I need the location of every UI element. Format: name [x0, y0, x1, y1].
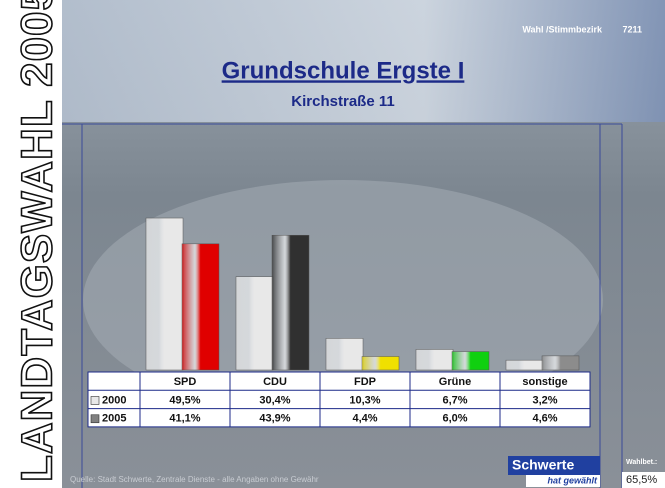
value-label: 10,3% [349, 394, 380, 406]
turnout-label: Wahlbet.: [626, 459, 657, 466]
legend-label: 2000 [102, 394, 126, 406]
table [88, 372, 590, 427]
turnout: 65,5% [626, 474, 657, 486]
bar [542, 356, 579, 370]
value-label: 6,0% [442, 413, 467, 425]
value-label: 41,1% [169, 413, 200, 425]
value-label: 4,4% [352, 413, 377, 425]
legend-swatch [91, 396, 99, 404]
legend-label: 2005 [102, 413, 126, 425]
bar [452, 352, 489, 370]
legend-swatch [91, 415, 99, 423]
subtitle: Kirchstraße 11 [291, 93, 394, 110]
bar [326, 338, 363, 370]
bar [182, 244, 219, 370]
brand: Schwerte [512, 457, 574, 473]
value-label: 30,4% [259, 394, 290, 406]
bar [362, 356, 399, 370]
category-label: sonstige [522, 376, 567, 388]
value-label: 6,7% [442, 394, 467, 406]
chart: LANDTAGSWAHL 2005 Wahl /Stimmbezirk 7211… [0, 0, 665, 488]
source: Quelle: Stadt Schwerte, Zentrale Dienste… [70, 475, 319, 484]
district: 7211 [622, 24, 642, 34]
value-label: 49,5% [169, 394, 200, 406]
side-title: LANDTAGSWAHL 2005 [13, 0, 62, 482]
value-label: 43,9% [259, 413, 290, 425]
brand-sub: hat gewählt [547, 475, 598, 485]
category-label: FDP [354, 376, 376, 388]
header: Wahl /Stimmbezirk [522, 24, 603, 34]
category-label: CDU [263, 376, 287, 388]
bar [146, 218, 183, 370]
bar [236, 277, 273, 370]
chart-title: Grundschule Ergste I [222, 57, 465, 84]
value-label: 3,2% [532, 394, 557, 406]
bar [272, 235, 309, 370]
bar [416, 349, 453, 370]
bar [506, 360, 543, 370]
value-label: 4,6% [532, 413, 557, 425]
category-label: Grüne [439, 376, 471, 388]
category-label: SPD [174, 376, 197, 388]
